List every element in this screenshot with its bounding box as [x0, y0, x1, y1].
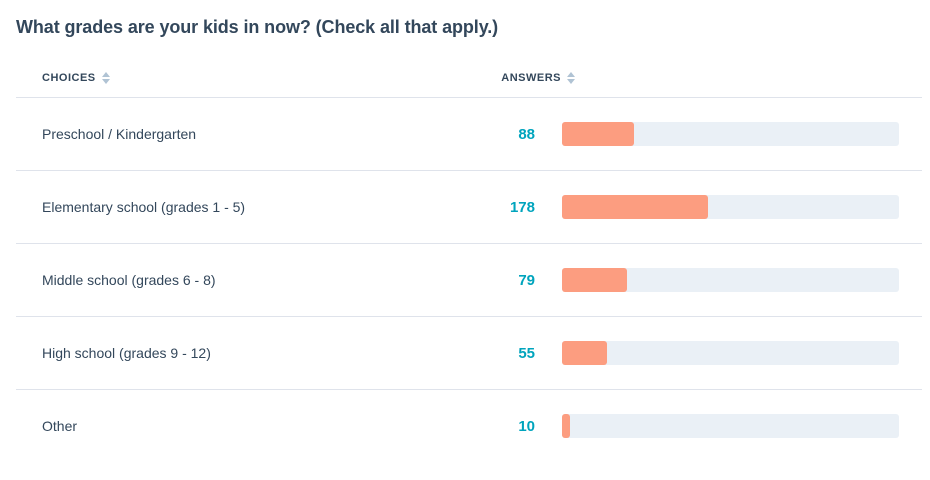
answers-count: 178 [509, 198, 535, 216]
table-row: Other 10 [16, 389, 922, 462]
sort-icon[interactable] [567, 71, 575, 84]
answer-bar-track [562, 341, 899, 365]
table-row: High school (grades 9 - 12) 55 [16, 316, 922, 389]
table-row: Middle school (grades 6 - 8) 79 [16, 243, 922, 316]
answer-bar-fill [562, 414, 571, 438]
sort-up-icon [101, 71, 110, 77]
choice-label: High school (grades 9 - 12) [42, 345, 211, 361]
column-header-choices-label: CHOICES [42, 71, 96, 84]
answers-count: 88 [518, 125, 535, 143]
answer-bar-fill [562, 122, 635, 146]
answer-bar [562, 195, 899, 219]
table-row: Elementary school (grades 1 - 5) 178 [16, 170, 922, 243]
results-table: CHOICES ANSWERS Preschool / Kindergarten… [16, 58, 922, 462]
answers-count: 55 [518, 344, 535, 362]
sort-down-icon [101, 78, 110, 84]
answer-bar-fill [562, 268, 627, 292]
answer-bar-fill [562, 341, 608, 365]
sort-down-icon [567, 78, 575, 84]
choice-label: Elementary school (grades 1 - 5) [42, 199, 246, 215]
answers-count: 10 [518, 417, 535, 435]
choice-label: Preschool / Kindergarten [42, 126, 197, 142]
answers-count: 79 [518, 271, 535, 289]
column-header-answers-label: ANSWERS [501, 71, 561, 84]
choice-label: Middle school (grades 6 - 8) [42, 272, 216, 288]
table-row: Preschool / Kindergarten 88 [16, 97, 922, 170]
sort-icon[interactable] [101, 71, 110, 84]
answer-bar [562, 122, 899, 146]
table-body: Preschool / Kindergarten 88 Elementary s… [16, 97, 922, 462]
question-title: What grades are your kids in now? (Check… [16, 17, 499, 37]
column-header-choices[interactable]: CHOICES [16, 71, 475, 84]
answer-bar-track [562, 268, 899, 292]
choice-label: Other [42, 418, 78, 434]
answer-bar-track [562, 414, 899, 438]
answer-bar-fill [562, 195, 709, 219]
answer-bar [562, 268, 899, 292]
sort-up-icon [567, 71, 575, 77]
answer-bar [562, 341, 899, 365]
column-header-answers[interactable]: ANSWERS [495, 71, 575, 84]
table-header: CHOICES ANSWERS [16, 58, 922, 97]
answer-bar-track [562, 122, 899, 146]
answer-bar-track [562, 195, 899, 219]
answer-bar [562, 414, 899, 438]
